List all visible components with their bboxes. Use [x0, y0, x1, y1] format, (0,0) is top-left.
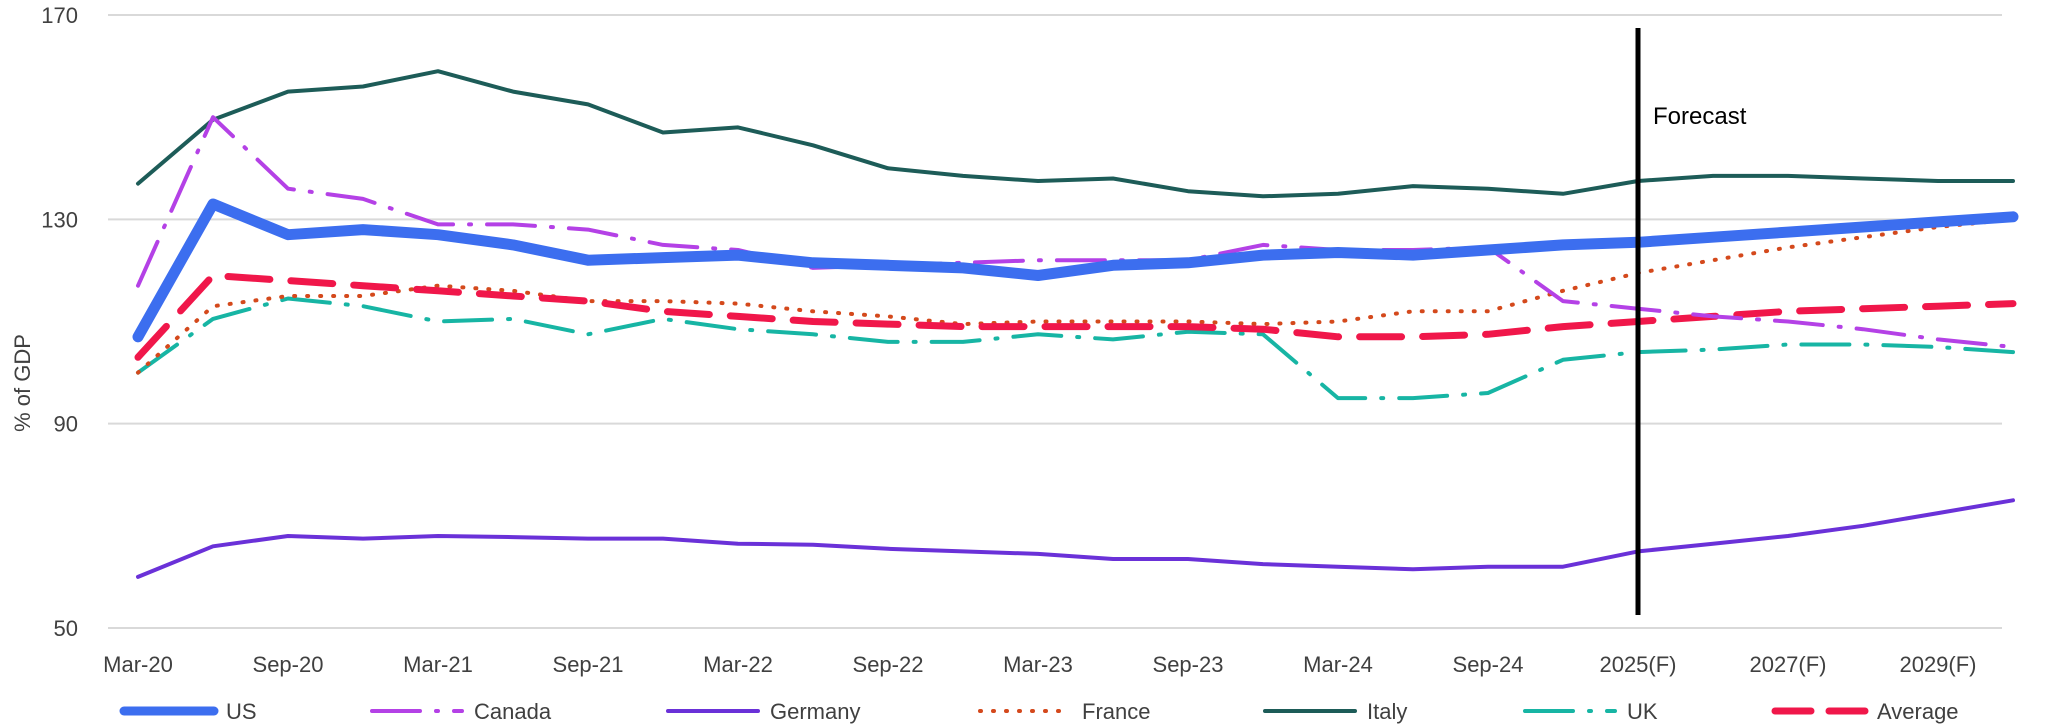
x-tick-label: 2029(F): [1899, 652, 1976, 677]
series-line-germany: [136, 498, 2015, 579]
legend-label: Canada: [474, 699, 552, 724]
forecast-annotation: Forecast: [1653, 103, 1747, 130]
y-tick-label: 170: [41, 3, 78, 28]
y-tick-label: 50: [54, 616, 78, 641]
series-line-uk: [136, 296, 2015, 401]
x-tick-label: Sep-22: [853, 652, 924, 677]
x-tick-label: Sep-21: [553, 652, 624, 677]
x-tick-label: Mar-22: [703, 652, 773, 677]
x-tick-label: Mar-20: [103, 652, 173, 677]
series-line-canada: [136, 115, 2015, 349]
x-tick-labels: Mar-20 Sep-20 Mar-21 Sep-21 Mar-22 Sep-22 Mar-…: [103, 652, 1976, 677]
y-tick-label: 130: [41, 207, 78, 232]
x-tick-label: 2025(F): [1599, 652, 1676, 677]
series-line-italy: [136, 69, 2015, 199]
legend-label: France: [1082, 699, 1150, 724]
legend-label: US: [226, 699, 257, 724]
x-tick-label: Sep-24: [1453, 652, 1524, 677]
legend-label: Italy: [1367, 699, 1407, 724]
legend-label: UK: [1627, 699, 1658, 724]
x-tick-label: Mar-21: [403, 652, 473, 677]
series-line-france: [136, 217, 2015, 375]
y-axis-label: % of GDP: [10, 334, 35, 432]
y-tick-labels: 50 90 130 170: [41, 3, 78, 641]
x-tick-label: Mar-24: [1303, 652, 1373, 677]
legend-label: Germany: [770, 699, 860, 724]
series-lines: [132, 69, 2019, 579]
y-tick-label: 90: [54, 412, 78, 437]
series-line-us: [132, 198, 2019, 343]
legend-label: Average: [1877, 699, 1959, 724]
x-tick-label: Sep-23: [1153, 652, 1224, 677]
x-tick-label: Mar-23: [1003, 652, 1073, 677]
x-tick-label: 2027(F): [1749, 652, 1826, 677]
x-tick-label: Sep-20: [253, 652, 324, 677]
legend: US Canada Germany France Italy UK Average: [119, 699, 1959, 724]
series-line-average: [134, 272, 2017, 361]
